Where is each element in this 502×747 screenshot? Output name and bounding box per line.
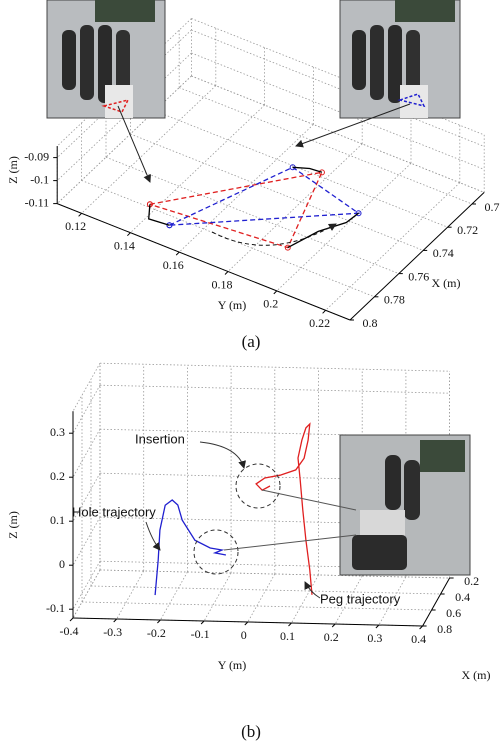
z-tick-label: -0.11 [25,195,50,209]
grid-line [248,574,275,622]
page: 0.120.140.160.180.20.220.70.720.740.760.… [0,0,502,747]
y-tick-label: 0.14 [114,238,135,252]
y-tick-label: 0 [241,628,247,642]
y-axis-label: Y (m) [218,658,247,672]
annotation: Peg trajectory [320,591,401,606]
grid-line [130,105,264,233]
box-edge [73,363,100,411]
z-tick-label: 0.3 [50,425,65,439]
x-tick-label: 0.8 [437,622,452,636]
inset-photo-left [47,0,165,118]
grid-line [228,144,362,272]
x-axis-label: X (m) [462,668,491,682]
trajectory [149,167,359,247]
grid-line [73,385,100,433]
tick-mark [274,291,277,294]
x-tick-label: 0.2 [464,574,479,588]
y-tick-label: 0.18 [212,277,233,291]
x-tick-label: 0.74 [433,246,454,260]
motion-arrow [212,224,336,245]
x-tick-label: 0.6 [446,606,461,620]
y-tick-label: -0.2 [147,626,166,640]
tick-mark [70,618,73,621]
x-tick-label: 0.7 [485,200,500,214]
annotation-arrow [305,582,320,598]
tick-mark [323,310,326,313]
y-tick-label: 0.12 [65,219,86,233]
caption: (a) [242,332,261,351]
annotation-arrow [200,442,244,468]
z-tick-label: 0.1 [50,513,65,527]
z-tick-label: -0.09 [24,149,49,163]
y-tick-label: 0.4 [411,632,426,646]
grid-line [160,572,187,620]
x-tick-label: 0.4 [455,590,470,604]
y-tick-label: 0.2 [324,630,339,644]
trajectory [256,424,312,595]
trajectory [169,167,358,225]
grid-line [73,429,100,477]
x-tick-label: 0.78 [384,293,405,307]
trajectory [150,172,322,247]
grid-line [155,111,448,227]
grid-line [179,125,313,253]
grid-line [204,573,231,621]
caption: (b) [241,722,261,741]
y-tick-label: 0.1 [280,629,295,643]
tick-mark [225,272,228,275]
tick-mark [176,252,179,255]
axis-line [73,618,423,626]
y-tick-label: 0.3 [367,631,382,645]
y-tick-label: -0.4 [60,624,79,638]
z-tick-label: 0.2 [50,469,65,483]
x-tick-label: 0.76 [408,269,429,283]
z-tick-label: 0 [59,557,65,571]
y-tick-label: -0.3 [103,625,122,639]
z-axis-label: Z (m) [6,511,20,539]
y-tick-label: 0.2 [263,297,278,311]
x-axis-label: X (m) [432,276,461,290]
plots: 0.120.140.160.180.20.220.70.720.740.760.… [6,19,500,741]
figure: 0.120.140.160.180.20.220.70.720.740.760.… [0,0,502,747]
tick-mark [127,233,130,236]
y-tick-label: 0.16 [163,258,184,272]
annotation-arrow [146,522,160,550]
axis-line [350,192,484,320]
grid-line [73,570,100,618]
z-tick-label: -0.1 [46,601,65,615]
x-tick-label: 0.8 [363,316,378,330]
y-axis-label: Y (m) [218,298,247,312]
x-tick-label: 0.72 [457,223,478,237]
grid-line [130,134,423,250]
inset-photo-b [340,435,470,575]
y-tick-label: -0.1 [191,627,210,641]
trajectory [155,500,226,595]
grid-line [73,517,100,565]
inset-photo-right [340,0,460,118]
grid-line [117,571,144,619]
y-tick-label: 0.22 [309,316,330,330]
annotation: Hole trajectory [72,504,156,519]
tick-mark [79,213,82,216]
connector [224,535,356,550]
annotation: Insertion [135,431,185,446]
z-tick-label: -0.1 [30,172,49,186]
z-axis-label: Z (m) [6,156,20,184]
